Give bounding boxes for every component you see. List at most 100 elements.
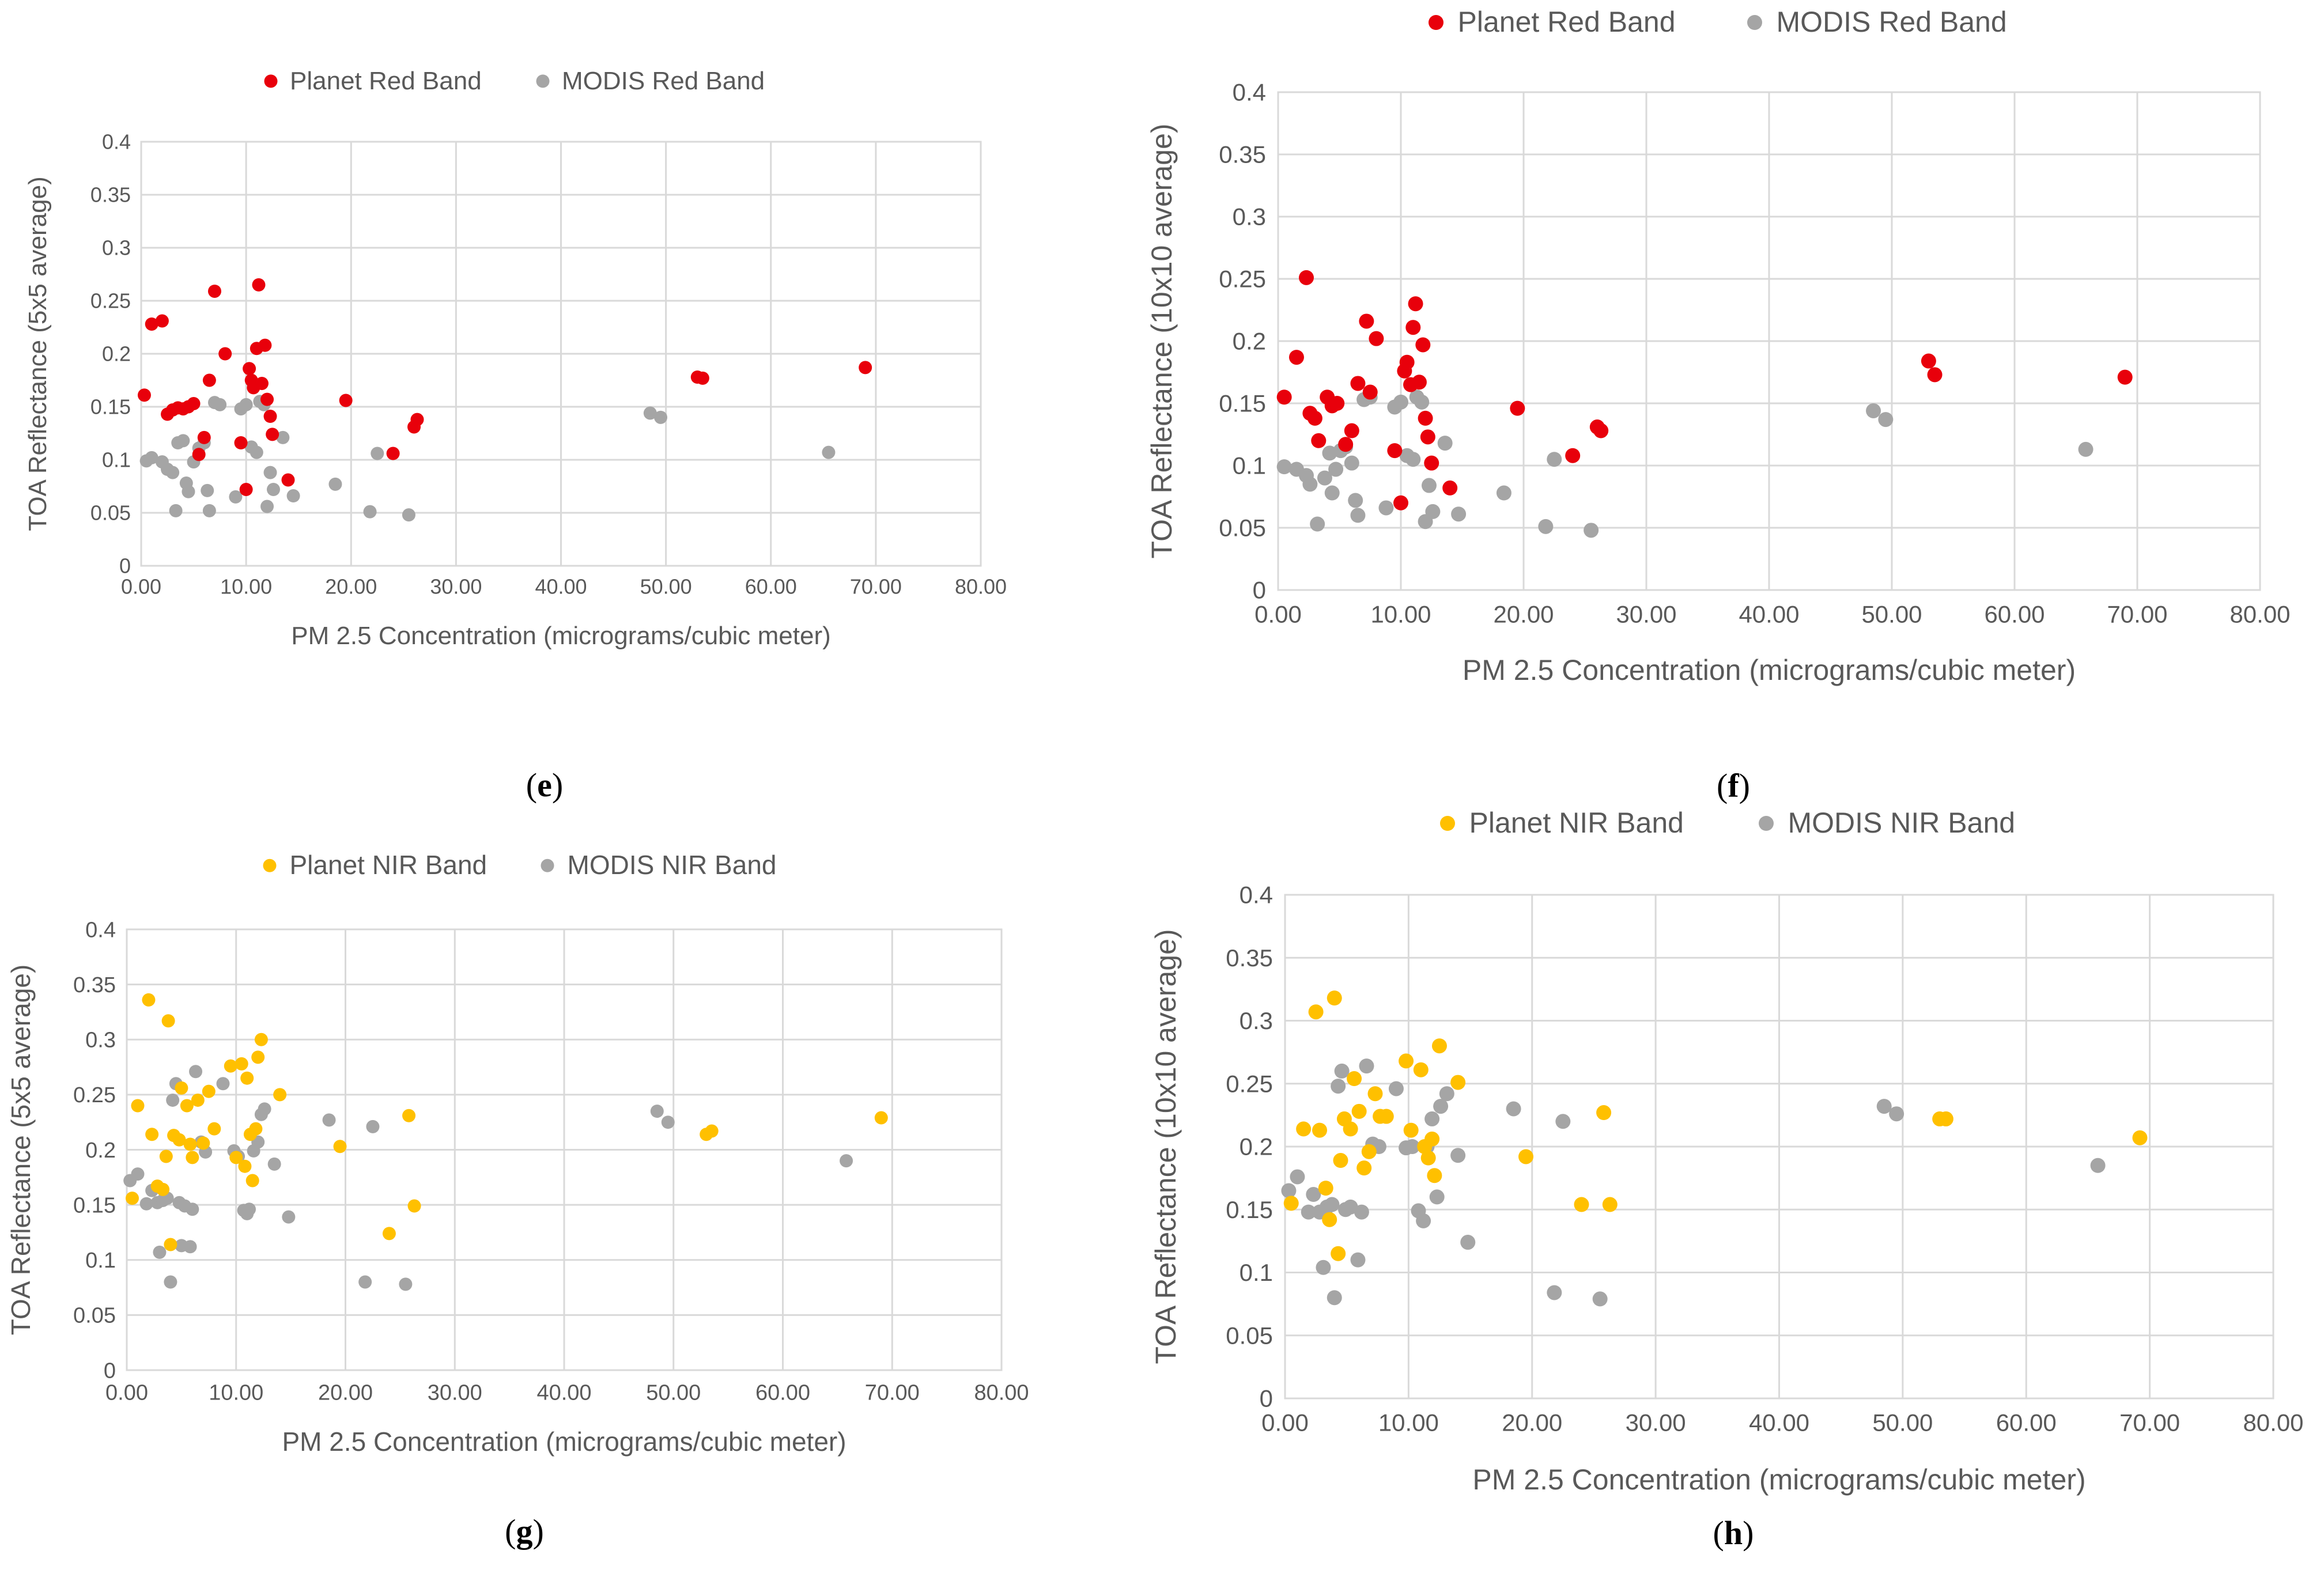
data-point xyxy=(164,1275,177,1289)
legend-label: MODIS Red Band xyxy=(562,67,765,95)
data-point xyxy=(258,1102,271,1116)
data-point xyxy=(238,1159,252,1173)
data-point xyxy=(1316,1260,1331,1275)
data-point xyxy=(1378,500,1394,516)
y-tick-label: 0.4 xyxy=(1240,882,1273,909)
data-point xyxy=(260,500,274,513)
legend-marker xyxy=(541,859,554,872)
data-point xyxy=(402,1109,416,1122)
x-tick-label: 80.00 xyxy=(955,575,1007,599)
data-point xyxy=(840,1154,853,1168)
x-tick-label: 30.00 xyxy=(1626,1409,1686,1436)
data-point xyxy=(1592,1291,1608,1307)
panel-label: (h) xyxy=(1713,1514,1754,1552)
data-point xyxy=(399,1277,413,1291)
data-point xyxy=(1431,1038,1447,1054)
data-point xyxy=(696,371,709,385)
x-tick-label: 60.00 xyxy=(745,575,797,599)
data-point xyxy=(1347,1071,1362,1087)
data-point xyxy=(1565,448,1581,463)
legend-marker xyxy=(1429,15,1443,30)
data-point xyxy=(1356,1160,1372,1176)
y-tick-label: 0.35 xyxy=(90,183,131,207)
data-point xyxy=(131,1099,145,1113)
y-tick-label: 0.05 xyxy=(73,1304,116,1328)
data-point xyxy=(1593,423,1609,438)
data-point xyxy=(1538,519,1554,534)
data-point xyxy=(1361,1144,1377,1159)
x-tick-label: 60.00 xyxy=(1984,601,2045,628)
x-axis-title: PM 2.5 Concentration (micrograms/cubic m… xyxy=(282,1427,846,1457)
data-point xyxy=(1378,1109,1394,1124)
data-point xyxy=(1296,1121,1312,1137)
data-point xyxy=(180,1099,194,1113)
y-tick-label: 0.25 xyxy=(1226,1070,1273,1097)
y-tick-label: 0.4 xyxy=(85,918,116,942)
data-point xyxy=(202,1084,216,1098)
data-point xyxy=(1354,1204,1369,1220)
data-point xyxy=(1302,476,1318,492)
data-point xyxy=(1450,1148,1466,1163)
legend-label: MODIS Red Band xyxy=(1777,6,2007,38)
legend-marker xyxy=(1747,15,1762,30)
y-tick-label: 0.15 xyxy=(1219,390,1266,417)
data-point xyxy=(410,413,424,426)
x-tick-label: 10.00 xyxy=(209,1381,263,1405)
data-point xyxy=(286,489,300,503)
legend-label: Planet Red Band xyxy=(290,67,482,95)
data-point xyxy=(1324,485,1340,501)
x-tick-label: 50.00 xyxy=(646,1381,701,1405)
y-tick-label: 0.25 xyxy=(1219,266,1266,293)
data-point xyxy=(1878,412,1894,428)
data-point xyxy=(1312,1122,1328,1138)
x-tick-label: 30.00 xyxy=(430,575,482,599)
y-axis-title: TOA Reflectance (10x10 average) xyxy=(1150,929,1182,1364)
data-point xyxy=(186,1202,199,1216)
data-point xyxy=(189,1065,203,1079)
data-point xyxy=(1283,1196,1299,1211)
x-tick-label: 50.00 xyxy=(1872,1409,1933,1436)
data-point xyxy=(1362,384,1378,400)
y-tick-label: 0.05 xyxy=(1226,1322,1273,1349)
data-point xyxy=(1290,1169,1305,1185)
y-tick-label: 0 xyxy=(104,1359,116,1383)
y-tick-label: 0.25 xyxy=(90,289,131,313)
data-point xyxy=(1518,1149,1534,1164)
data-point xyxy=(281,473,295,487)
x-tick-label: 0.00 xyxy=(1254,601,1302,628)
y-axis-title: TOA Reflectance (10x10 average) xyxy=(1146,123,1178,558)
data-point xyxy=(142,993,156,1007)
data-point xyxy=(1288,350,1304,365)
data-point xyxy=(1307,410,1322,426)
x-tick-label: 0.00 xyxy=(121,575,161,599)
data-point xyxy=(218,347,232,361)
data-point xyxy=(125,1192,139,1205)
data-point xyxy=(1510,400,1525,416)
data-point xyxy=(276,430,290,444)
data-point xyxy=(251,1050,265,1064)
data-point xyxy=(1496,485,1511,501)
series-planet xyxy=(1283,990,2148,1261)
data-point xyxy=(172,1133,186,1147)
data-point xyxy=(1399,354,1415,370)
y-tick-label: 0.3 xyxy=(102,236,131,260)
data-point xyxy=(1317,470,1332,486)
data-point xyxy=(366,1120,380,1133)
data-point xyxy=(1411,375,1427,390)
data-point xyxy=(874,1111,888,1125)
x-tick-label: 40.00 xyxy=(1749,1409,1809,1436)
data-point xyxy=(196,1136,210,1150)
x-tick-label: 10.00 xyxy=(1378,1409,1439,1436)
data-point xyxy=(1311,433,1327,448)
data-point xyxy=(235,1057,248,1071)
data-point xyxy=(1424,1131,1440,1147)
data-point xyxy=(202,504,216,517)
data-point xyxy=(187,396,201,410)
x-tick-label: 30.00 xyxy=(428,1381,482,1405)
data-point xyxy=(1425,504,1441,519)
data-point xyxy=(1329,396,1345,411)
data-point xyxy=(339,394,353,407)
data-point xyxy=(1866,403,1881,418)
data-point xyxy=(1331,1246,1346,1261)
data-point xyxy=(197,430,211,444)
